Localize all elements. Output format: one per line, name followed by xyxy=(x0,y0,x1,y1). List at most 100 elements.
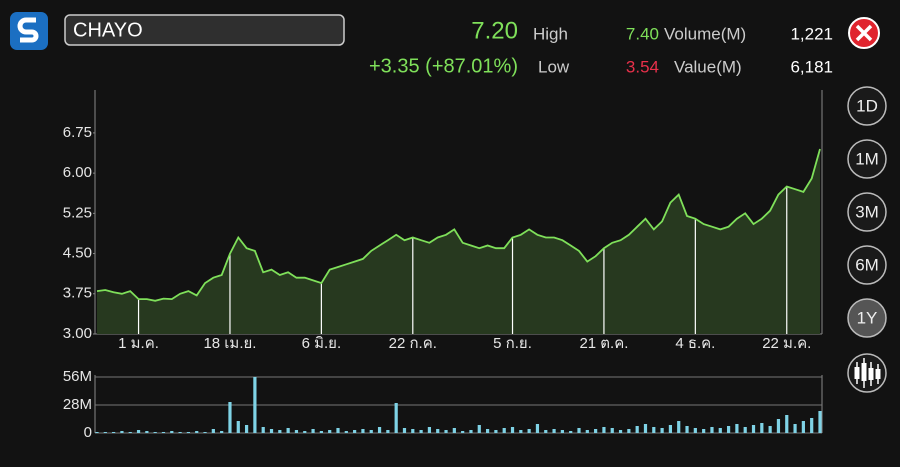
high-label: High xyxy=(533,24,568,43)
volume-bar xyxy=(153,432,157,433)
volume-bar xyxy=(353,430,357,433)
volume-bar xyxy=(685,426,689,433)
x-tick-label: 1 ม.ค. xyxy=(118,335,159,352)
volume-bar xyxy=(419,430,423,433)
candle-button[interactable] xyxy=(847,353,887,393)
x-tick-label: 6 มิ.ย. xyxy=(302,335,342,352)
volume-bar xyxy=(618,430,623,433)
range-button[interactable]: 1Y xyxy=(847,298,887,338)
value-value: 6,181 xyxy=(790,57,833,76)
volume-bar xyxy=(128,432,132,433)
volume-bar xyxy=(461,431,465,433)
volume-bar xyxy=(195,431,199,433)
volume-bar xyxy=(136,430,141,433)
volume-bar xyxy=(702,429,706,433)
y-tick-label: 3.75 xyxy=(63,285,92,302)
price-area xyxy=(97,149,820,334)
y-tick-label: 6.00 xyxy=(63,164,92,181)
volume-bar xyxy=(211,429,215,433)
volume-bar xyxy=(502,428,506,433)
button-circle xyxy=(847,298,887,338)
y-tick-label: 56M xyxy=(63,368,92,385)
price-change: +3.35 (+87.01%) xyxy=(369,55,518,77)
button-circle xyxy=(847,192,887,232)
range-button[interactable]: 1D xyxy=(847,86,887,126)
volume-bar xyxy=(610,428,614,433)
button-label: 1D xyxy=(856,96,878,115)
volume-bar xyxy=(328,430,332,433)
volume-bar xyxy=(594,429,598,433)
volume-bar xyxy=(286,428,290,433)
volume-bar xyxy=(452,428,456,433)
range-button[interactable]: 6M xyxy=(847,245,887,285)
volume-bar xyxy=(726,426,731,433)
button-label: 6M xyxy=(855,255,879,274)
high-value: 7.40 xyxy=(626,24,659,43)
volume-bar xyxy=(170,431,174,433)
close-button[interactable] xyxy=(848,17,880,49)
volume-bar xyxy=(552,429,556,433)
volume-bar xyxy=(660,428,664,433)
volume-bar xyxy=(427,427,432,433)
x-tick-label: 22 ก.ค. xyxy=(389,335,437,352)
button-circle xyxy=(847,86,887,126)
low-value: 3.54 xyxy=(626,57,659,76)
volume-bar xyxy=(444,430,448,433)
volume-bar xyxy=(494,430,498,433)
volume-bar xyxy=(718,428,722,433)
volume-bar xyxy=(677,421,681,433)
x-tick-label: 18 เม.ย. xyxy=(203,335,256,352)
volume-bar xyxy=(602,427,606,433)
volume-bar xyxy=(801,421,805,433)
volume-bar xyxy=(585,430,589,433)
volume-bar xyxy=(535,424,540,433)
volume-bar xyxy=(544,430,548,433)
y-tick-label: 5.25 xyxy=(63,204,92,221)
volume-bar xyxy=(635,426,639,433)
volume-bar xyxy=(436,429,440,433)
range-button[interactable]: 3M xyxy=(847,192,887,232)
volume-bar xyxy=(145,431,149,433)
symbol-box[interactable] xyxy=(64,14,345,46)
volume-bar xyxy=(269,429,274,433)
y-tick-label: 0 xyxy=(84,424,92,441)
volume-bar xyxy=(120,431,124,433)
x-tick-label: 5 ก.ย. xyxy=(493,335,532,352)
volume-value: 1,221 xyxy=(790,24,833,43)
y-tick-label: 3.00 xyxy=(63,325,92,342)
volume-bar xyxy=(643,424,648,433)
volume-bar xyxy=(186,432,191,433)
value-label: Value(M) xyxy=(674,57,742,76)
volume-bar xyxy=(760,423,764,433)
volume-bar xyxy=(818,411,822,433)
volume-bar xyxy=(344,431,348,433)
volume-bar xyxy=(319,431,323,433)
volume-bar xyxy=(510,427,515,433)
volume-bar xyxy=(577,428,581,433)
volume-bar xyxy=(560,430,564,433)
volume-bar xyxy=(278,430,282,433)
volume-bar xyxy=(303,431,307,433)
volume-bar xyxy=(810,418,814,433)
volume-bar xyxy=(469,430,473,433)
volume-bar xyxy=(228,402,232,433)
x-tick-label: 21 ต.ค. xyxy=(579,335,628,352)
volume-bar xyxy=(220,431,224,433)
app-logo xyxy=(10,12,48,50)
x-tick-label: 4 ธ.ค. xyxy=(675,335,715,352)
volume-bar xyxy=(294,430,299,433)
volume-bar xyxy=(735,424,739,433)
volume-bar xyxy=(103,432,107,433)
volume-bar xyxy=(394,403,398,433)
volume-bar xyxy=(203,432,207,433)
y-tick-label: 4.50 xyxy=(63,245,92,262)
volume-bar xyxy=(793,424,797,433)
volume-bar xyxy=(652,427,656,433)
volume-label: Volume(M) xyxy=(664,24,746,43)
volume-bar xyxy=(751,425,756,433)
volume-bar xyxy=(411,429,415,433)
volume-bar xyxy=(668,425,673,433)
volume-bar xyxy=(336,428,340,433)
range-button[interactable]: 1M xyxy=(847,139,887,179)
